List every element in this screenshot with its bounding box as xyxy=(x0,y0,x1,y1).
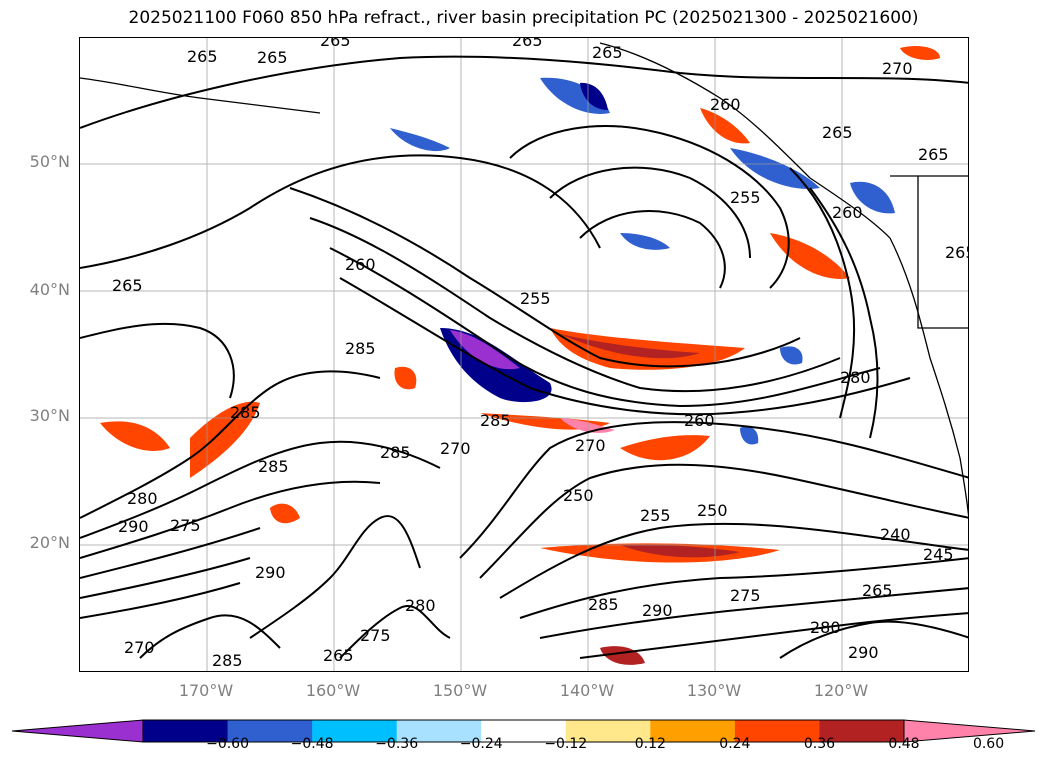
contour-label: 265 xyxy=(918,145,949,164)
contour-label: 275 xyxy=(170,516,201,535)
refractivity-contours xyxy=(80,55,968,659)
contour-label: 255 xyxy=(520,289,551,308)
contour-label: 285 xyxy=(258,457,289,476)
contour-label: 290 xyxy=(642,601,673,620)
map-panel: 265 265 265 265 265 270 260 265 265 265 … xyxy=(79,37,969,672)
contour-label: 255 xyxy=(640,506,671,525)
lat-label: 50°N xyxy=(29,152,70,171)
contour-label: 270 xyxy=(124,638,155,657)
contour-label: 265 xyxy=(512,38,543,50)
contour-label: 270 xyxy=(440,439,471,458)
contour-label: 280 xyxy=(127,489,158,508)
contour-label: 255 xyxy=(730,188,761,207)
contour-label: 260 xyxy=(684,411,715,430)
contour-label: 240 xyxy=(880,525,911,544)
map-title: 2025021100 F060 850 hPa refract., river … xyxy=(128,8,919,28)
colorbar-tick-label: 0.36 xyxy=(803,736,836,752)
contour-label: 265 xyxy=(862,581,893,600)
colorbar-segment xyxy=(143,720,229,742)
contour-label: 265 xyxy=(945,243,969,262)
contour-label: 250 xyxy=(697,501,728,520)
lon-label: 160°W xyxy=(305,681,361,700)
contour-labels: 265 265 265 265 265 270 260 265 265 265 … xyxy=(112,38,969,670)
colorbar-tick-label: 0.12 xyxy=(634,736,666,752)
lat-label: 20°N xyxy=(29,533,70,552)
lon-label: 120°W xyxy=(813,681,869,700)
colorbar-segment xyxy=(481,720,567,742)
colorbar-tick-label: −0.60 xyxy=(206,736,249,752)
contour-label: 285 xyxy=(230,403,261,422)
coastlines xyxy=(80,42,968,517)
contour-label: 260 xyxy=(832,203,863,222)
contour-label: 260 xyxy=(710,95,741,114)
contour-label: 265 xyxy=(112,276,143,295)
colorbar-extend-left xyxy=(11,719,144,743)
colorbar xyxy=(11,719,1036,743)
colorbar-tick-label: 0.60 xyxy=(972,736,1005,752)
contour-label: 285 xyxy=(588,595,619,614)
lon-label: 150°W xyxy=(432,681,488,700)
colorbar-segment xyxy=(227,720,313,742)
contour-label: 260 xyxy=(345,255,376,274)
colorbar-segment xyxy=(565,720,651,742)
colorbar-tick-label: −0.24 xyxy=(459,736,503,752)
colorbar-tick-label: −0.12 xyxy=(544,736,588,752)
contour-label: 280 xyxy=(840,368,871,387)
precip-shading xyxy=(100,46,940,665)
contour-label: 275 xyxy=(730,586,761,605)
lon-label: 130°W xyxy=(686,681,742,700)
colorbar-tick-label: −0.48 xyxy=(290,736,334,752)
lat-label: 40°N xyxy=(29,280,70,299)
colorbar-segment xyxy=(650,720,736,742)
contour-label: 245 xyxy=(923,545,954,564)
contour-label: 285 xyxy=(212,651,243,670)
colorbar-segment xyxy=(819,720,905,742)
contour-label: 270 xyxy=(575,436,606,455)
contour-label: 275 xyxy=(360,626,391,645)
contour-label: 280 xyxy=(810,618,841,637)
contour-label: 250 xyxy=(563,486,594,505)
gridlines xyxy=(80,38,968,671)
contour-label: 290 xyxy=(255,563,286,582)
contour-label: 285 xyxy=(480,411,511,430)
contour-label: 285 xyxy=(380,443,411,462)
contour-label: 280 xyxy=(405,596,436,615)
lat-label: 30°N xyxy=(29,406,70,425)
lon-label: 140°W xyxy=(559,681,615,700)
contour-label: 265 xyxy=(822,123,853,142)
colorbar-segment xyxy=(734,720,820,742)
contour-label: 285 xyxy=(345,339,376,358)
colorbar-segment xyxy=(396,720,482,742)
colorbar-tick-label: 0.24 xyxy=(719,736,751,752)
contour-label: 265 xyxy=(323,646,354,665)
colorbar-tick-label: 0.48 xyxy=(888,736,920,752)
contour-label: 290 xyxy=(848,643,879,662)
colorbar-tick-label: −0.36 xyxy=(375,736,419,752)
contour-label: 265 xyxy=(187,47,218,66)
map-canvas: 265 265 265 265 265 270 260 265 265 265 … xyxy=(80,38,969,671)
contour-label: 290 xyxy=(118,517,149,536)
contour-label: 265 xyxy=(257,48,288,67)
colorbar-segment xyxy=(312,720,398,742)
contour-label: 265 xyxy=(320,38,351,50)
contour-label: 265 xyxy=(592,43,623,62)
lon-label: 170°W xyxy=(178,681,234,700)
contour-label: 270 xyxy=(882,59,913,78)
